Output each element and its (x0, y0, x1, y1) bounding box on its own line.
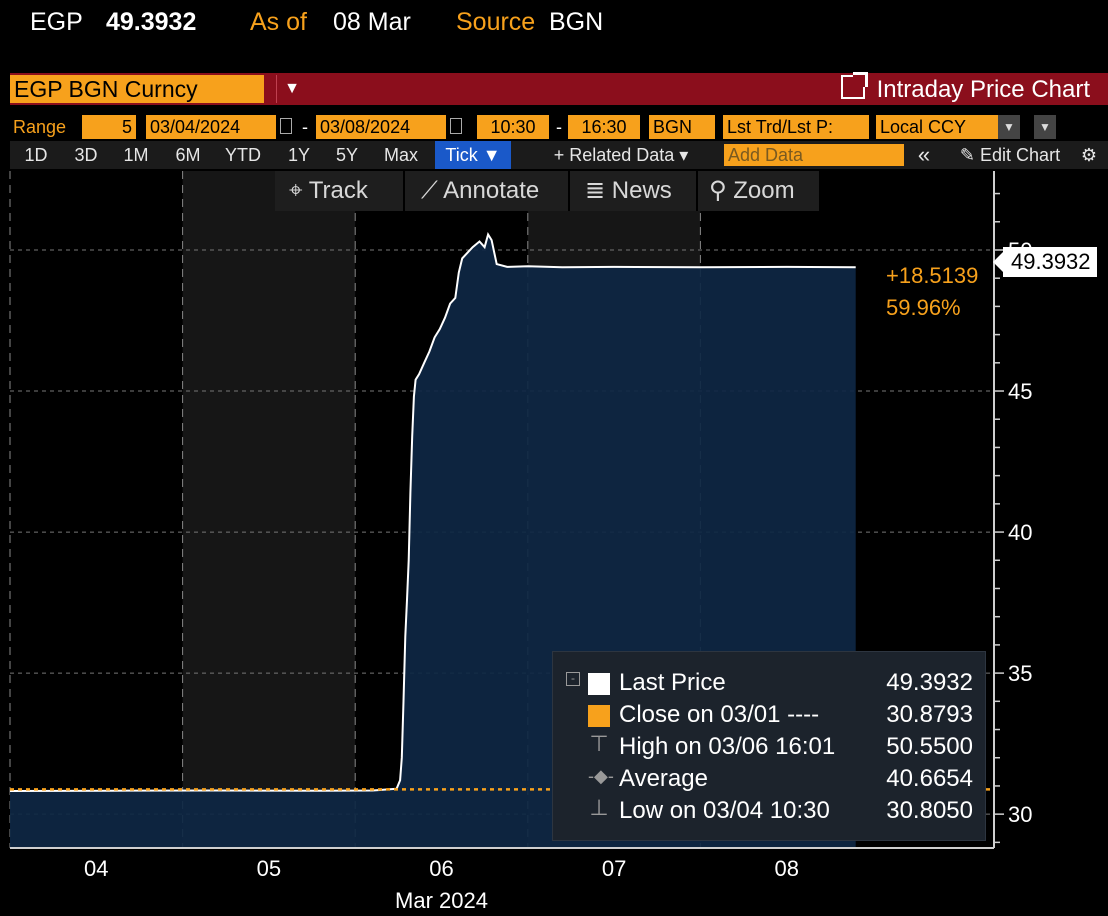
magnifier-icon: ⚲ (709, 177, 727, 204)
chart-header: EGP BGN Curncy ▼ Intraday Price Chart (10, 72, 1108, 105)
legend-value: 40.6654 (886, 765, 973, 792)
period-bar: 1D 3D 1M 6M YTD 1Y 5Y Max Tick ▼ + Relat… (10, 141, 1108, 169)
chart-toolbar: ⌖ Track ⟋ Annotate ≣ News ⚲ Zoom (275, 171, 819, 211)
track-button[interactable]: ⌖ Track (289, 171, 368, 211)
legend-label: Average (619, 765, 708, 792)
chart-title-link[interactable]: Intraday Price Chart (840, 72, 1090, 104)
chevron-down-icon: ▼ (284, 80, 300, 97)
legend-value: 30.8793 (886, 701, 973, 728)
calendar-icon[interactable] (280, 118, 292, 134)
zoom-label: Zoom (733, 177, 795, 204)
news-icon: ≣ (585, 177, 606, 204)
news-button[interactable]: ≣ News (585, 171, 672, 211)
field-selector[interactable]: Lst Trd/Lst P: (723, 115, 869, 139)
zoom-button[interactable]: ⚲ Zoom (709, 171, 795, 211)
legend-label: Last Price (619, 669, 726, 696)
legend-label: Low on 03/04 10:30 (619, 797, 830, 824)
external-link-icon (840, 72, 868, 99)
annotate-label: Annotate (443, 177, 540, 204)
period-button-1m[interactable]: 1M (123, 145, 149, 165)
change-absolute: +18.5139 (886, 263, 979, 288)
last-price-label: 49.3932 (993, 247, 1097, 277)
source-value: BGN (549, 8, 604, 36)
period-button-max[interactable]: Max (383, 145, 418, 165)
source-label: Source (456, 8, 536, 36)
legend-row-average[interactable]: -◆- Average 40.6654 (553, 765, 985, 797)
period-button-ytd[interactable]: YTD (225, 145, 261, 165)
source-field[interactable]: BGN (649, 115, 715, 139)
high-icon: ⊤ (589, 731, 609, 756)
chart-legend: - Last Price 49.3932 Close on 03/01 ----… (552, 651, 986, 841)
current-price: 49.3932 (106, 8, 197, 36)
add-data-input[interactable]: Add Data (724, 144, 904, 166)
crosshair-icon: ⌖ (289, 177, 303, 204)
legend-row-low[interactable]: ⊥ Low on 03/04 10:30 30.8050 (553, 797, 985, 829)
day-band (182, 171, 356, 848)
y-tick-label: 30 (1008, 802, 1032, 827)
collapse-legend-icon[interactable]: - (566, 672, 580, 686)
chart-title: Intraday Price Chart (876, 76, 1090, 103)
legend-value: 50.5500 (886, 733, 973, 760)
end-date-field[interactable]: 03/08/2024 (316, 115, 446, 139)
security-dropdown-button[interactable]: ▼ (276, 75, 307, 103)
period-button-3d[interactable]: 3D (74, 145, 98, 165)
edit-chart-label: Edit Chart (980, 145, 1061, 165)
pencil-icon: ⟋ (421, 177, 438, 204)
legend-row-high[interactable]: ⊤ High on 03/06 16:01 50.5500 (553, 733, 985, 765)
series-swatch (588, 673, 610, 695)
legend-value: 30.8050 (886, 797, 973, 824)
collapse-icon[interactable]: « (917, 142, 931, 167)
range-label: Range (13, 117, 67, 137)
chevron-down-icon[interactable]: ▼ (998, 115, 1020, 139)
low-icon: ⊥ (589, 795, 609, 820)
y-tick-label: 35 (1008, 661, 1032, 686)
edit-chart-button[interactable]: ✎ Edit Chart (946, 141, 1074, 169)
period-button-6m[interactable]: 6M (175, 145, 201, 165)
security-field[interactable]: EGP BGN Curncy (10, 75, 264, 103)
change-percent: 59.96% (886, 295, 961, 320)
ticker: EGP (30, 8, 83, 36)
period-button-tick[interactable]: Tick ▼ (435, 141, 511, 169)
x-tick-label: 08 (774, 856, 798, 881)
x-month-label: Mar 2024 (395, 888, 488, 913)
chevron-down-icon[interactable]: ▼ (1034, 115, 1056, 139)
period-button-1y[interactable]: 1Y (287, 145, 311, 165)
start-date-field[interactable]: 03/04/2024 (146, 115, 276, 139)
average-icon: -◆- (588, 766, 614, 786)
legend-label: High on 03/06 16:01 (619, 733, 836, 760)
period-button-1d[interactable]: 1D (24, 145, 48, 165)
end-time-field[interactable]: 16:30 (568, 115, 640, 139)
x-tick-label: 07 (602, 856, 626, 881)
price-line (9, 232, 856, 792)
news-label: News (611, 177, 672, 204)
legend-value: 49.3932 (886, 669, 973, 696)
pencil-icon: ✎ (959, 145, 976, 165)
legend-row-last-price[interactable]: Last Price 49.3932 (553, 669, 985, 701)
period-button-5y[interactable]: 5Y (335, 145, 359, 165)
asof-value: 08 Mar (333, 8, 411, 36)
x-tick-label: 06 (429, 856, 453, 881)
annotate-button[interactable]: ⟋ Annotate (421, 171, 539, 211)
x-tick-label: 05 (257, 856, 281, 881)
top-bar: EGP 49.3932 As of 08 Mar Source BGN (0, 0, 1108, 48)
x-tick-label: 04 (84, 856, 108, 881)
currency-selector[interactable]: Local CCY (876, 115, 1000, 139)
asof-label: As of (250, 8, 307, 36)
y-tick-label: 40 (1008, 520, 1032, 545)
gear-icon[interactable]: ⚙ (1080, 145, 1098, 165)
track-label: Track (308, 177, 368, 204)
legend-row-close[interactable]: Close on 03/01 ---- 30.8793 (553, 701, 985, 733)
calendar-icon[interactable] (450, 118, 462, 134)
legend-label: Close on 03/01 ---- (619, 701, 820, 728)
series-swatch (588, 705, 610, 727)
start-time-field[interactable]: 10:30 (477, 115, 549, 139)
y-tick-label: 45 (1008, 379, 1032, 404)
range-count-field[interactable]: 5 (82, 115, 136, 139)
range-bar: Range 5 03/04/2024 - 03/08/2024 10:30 - … (0, 115, 1108, 141)
related-data-button[interactable]: + Related Data ▾ (553, 145, 689, 165)
